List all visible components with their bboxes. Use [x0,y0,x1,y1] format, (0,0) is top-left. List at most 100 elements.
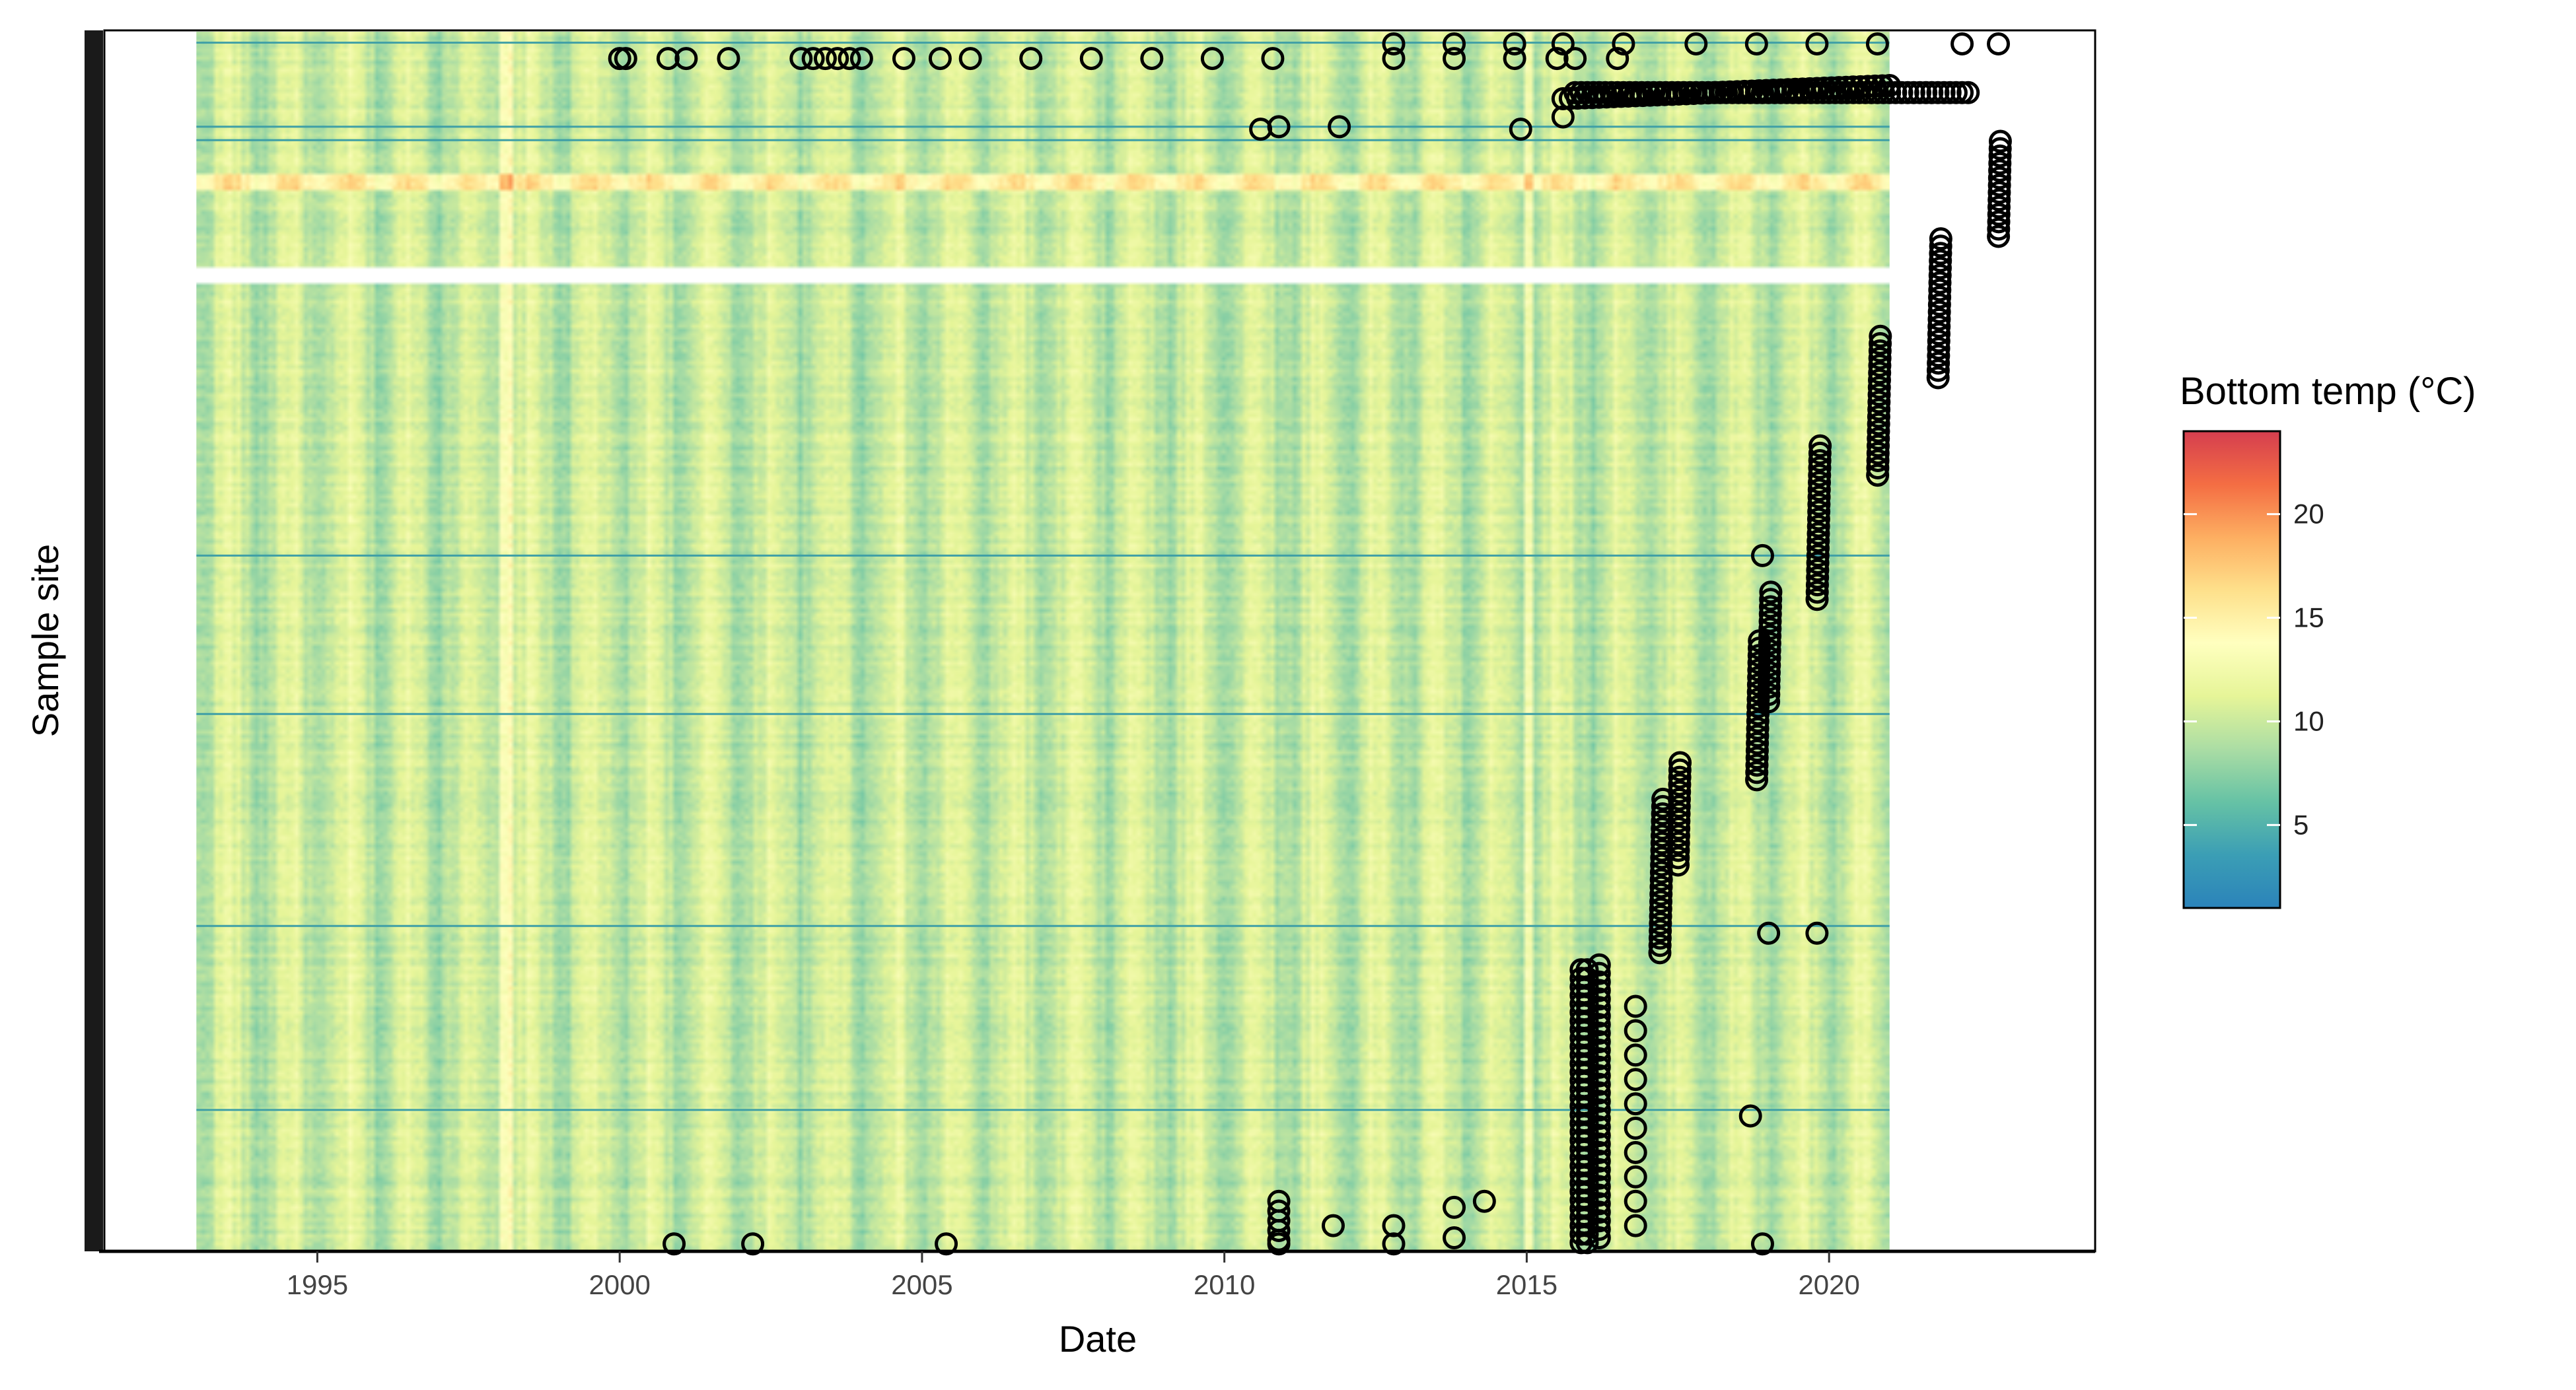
observation-point [1744,81,1768,104]
observation-point [1806,551,1830,574]
observation-point [1987,217,2011,241]
observation-point [1587,1175,1611,1199]
observation-point [1545,47,1569,71]
observation-point [1667,802,1691,825]
observation-point [1868,346,1892,370]
observation-point [1769,81,1793,104]
observation-point [1666,846,1690,870]
observation-point [1587,1124,1611,1148]
observation-point [1950,32,1974,55]
observation-point [1660,81,1684,104]
observation-point [1902,81,1925,104]
observation-point [1926,81,1950,104]
observation-point [928,47,952,71]
observation-point [1867,376,1891,400]
observation-point [789,47,813,71]
observation-point [1690,81,1714,104]
observation-point [1745,746,1769,770]
observation-point [1927,300,1951,324]
observation-point [1867,405,1890,429]
observation-point [1867,390,1891,414]
observation-point [1648,81,1672,104]
observation-point [1928,271,1952,295]
observation-point [614,47,637,71]
observation-point [1443,47,1466,71]
x-tick-label: 2010 [1194,1269,1255,1300]
observation-point [1382,47,1406,71]
observation-point [1587,1218,1611,1241]
observation-point [1267,115,1291,139]
observation-point [1914,81,1938,104]
observation-point [1987,195,2011,219]
observation-point [1793,81,1817,104]
y-axis-title: Sample site [24,544,66,738]
observation-point [1757,690,1781,714]
observation-point [1867,419,1890,443]
observation-point [1745,739,1769,763]
observation-point [1806,543,1830,567]
observation-point [1581,81,1605,104]
observation-point [1668,765,1692,789]
observation-point [1878,81,1902,104]
observation-point [1868,339,1892,363]
observation-point [1987,181,2011,205]
observation-point [1759,588,1783,611]
observation-point [1624,1165,1647,1189]
observation-point [1805,580,1829,604]
observation-point [1587,1226,1611,1250]
observation-point [1738,81,1762,104]
observation-point [1928,263,1952,287]
observation-point [1867,434,1890,458]
observation-point [1928,278,1952,302]
observation-point [1758,653,1781,677]
observation-point [1853,81,1877,104]
observation-point [1808,448,1832,472]
observation-point [1624,1140,1647,1164]
observation-point [1328,115,1351,139]
observation-point [1624,1043,1647,1067]
observation-point [826,47,849,71]
observation-point [1649,882,1673,906]
observation-points [608,32,2012,1256]
observation-point [1944,81,1968,104]
observation-point [1805,32,1829,55]
legend-tick-label: 10 [2293,705,2324,736]
observation-point [1587,1209,1611,1233]
observation-point [1865,81,1889,104]
legend-tick-label: 5 [2293,809,2308,840]
observation-point [1988,151,2012,175]
observation-point [1988,158,2012,182]
observation-point [1758,646,1781,670]
legend: Bottom temp (°C) 5 10 15 20 [2180,370,2476,909]
x-tick-label: 2000 [589,1269,650,1300]
observation-point [1738,1104,1762,1128]
observation-point [1867,398,1891,421]
observation-point [1927,293,1951,316]
observation-point [1806,558,1830,582]
observation-point [1587,1072,1611,1096]
observation-point [1618,81,1641,104]
legend-colorbar [2182,430,2281,909]
observation-point [1551,32,1575,55]
observation-point [1868,361,1892,385]
observation-point [1624,1019,1647,1043]
observation-point [1746,716,1770,740]
observation-point [1750,81,1774,104]
observation-point [1829,81,1853,104]
observation-point [1702,81,1726,104]
observation-point [741,1232,765,1256]
observation-point [1684,81,1708,104]
observation-point [1807,514,1830,538]
observation-point [1648,941,1672,965]
observation-point [1988,129,2012,153]
observation-point [1575,81,1599,104]
observation-point [1866,448,1890,472]
observation-point [813,47,837,71]
observation-point [1624,1068,1647,1092]
observation-point [1587,1030,1611,1054]
x-tick-label: 1995 [287,1269,348,1300]
observation-point [1988,144,2012,168]
observation-point [1928,285,1952,309]
observation-point [1956,81,1980,104]
observation-point [1612,81,1635,104]
